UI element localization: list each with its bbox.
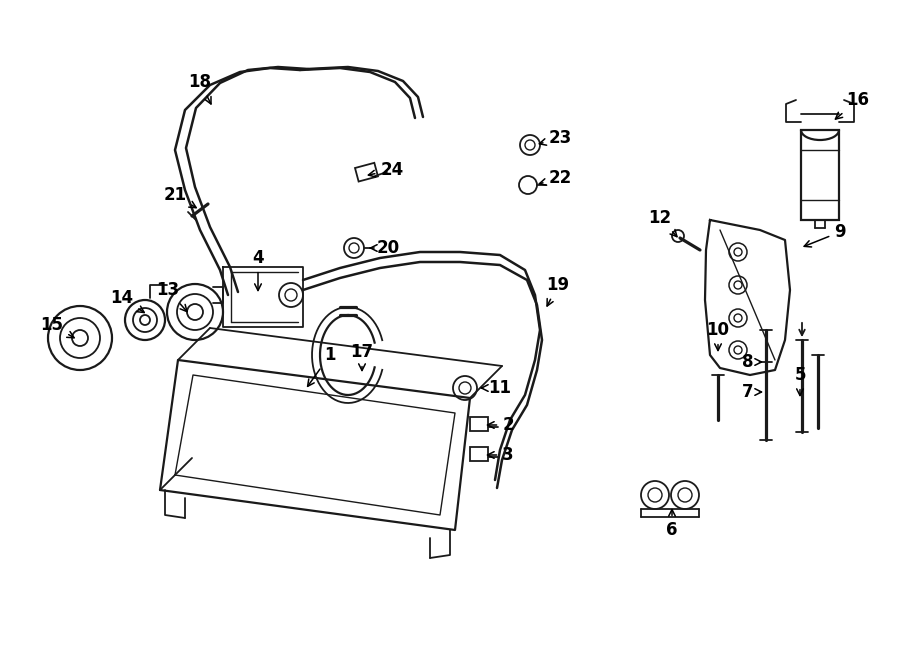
Text: 5: 5 — [794, 366, 806, 395]
Text: 23: 23 — [539, 129, 572, 147]
Bar — [470, 447, 488, 461]
Text: 21: 21 — [164, 186, 196, 208]
Text: 8: 8 — [742, 353, 761, 371]
Text: 16: 16 — [835, 91, 869, 119]
Text: 14: 14 — [111, 289, 144, 313]
Bar — [355, 163, 378, 182]
Text: 19: 19 — [546, 276, 570, 306]
Text: 22: 22 — [539, 169, 572, 187]
Text: 18: 18 — [188, 73, 212, 104]
Text: 24: 24 — [368, 161, 403, 179]
Text: 20: 20 — [370, 239, 400, 257]
Text: 3: 3 — [488, 446, 514, 464]
Text: 15: 15 — [40, 316, 74, 338]
Text: 12: 12 — [648, 209, 677, 237]
Text: 7: 7 — [742, 383, 761, 401]
Text: 17: 17 — [350, 343, 374, 371]
Text: 9: 9 — [805, 223, 846, 247]
Text: 1: 1 — [308, 346, 336, 386]
Text: 2: 2 — [488, 416, 514, 434]
Bar — [470, 417, 488, 431]
Text: 4: 4 — [252, 249, 264, 291]
Text: 6: 6 — [666, 510, 678, 539]
Bar — [801, 130, 839, 220]
Text: 10: 10 — [706, 321, 730, 350]
Text: 13: 13 — [157, 281, 187, 311]
Text: 11: 11 — [482, 379, 511, 397]
